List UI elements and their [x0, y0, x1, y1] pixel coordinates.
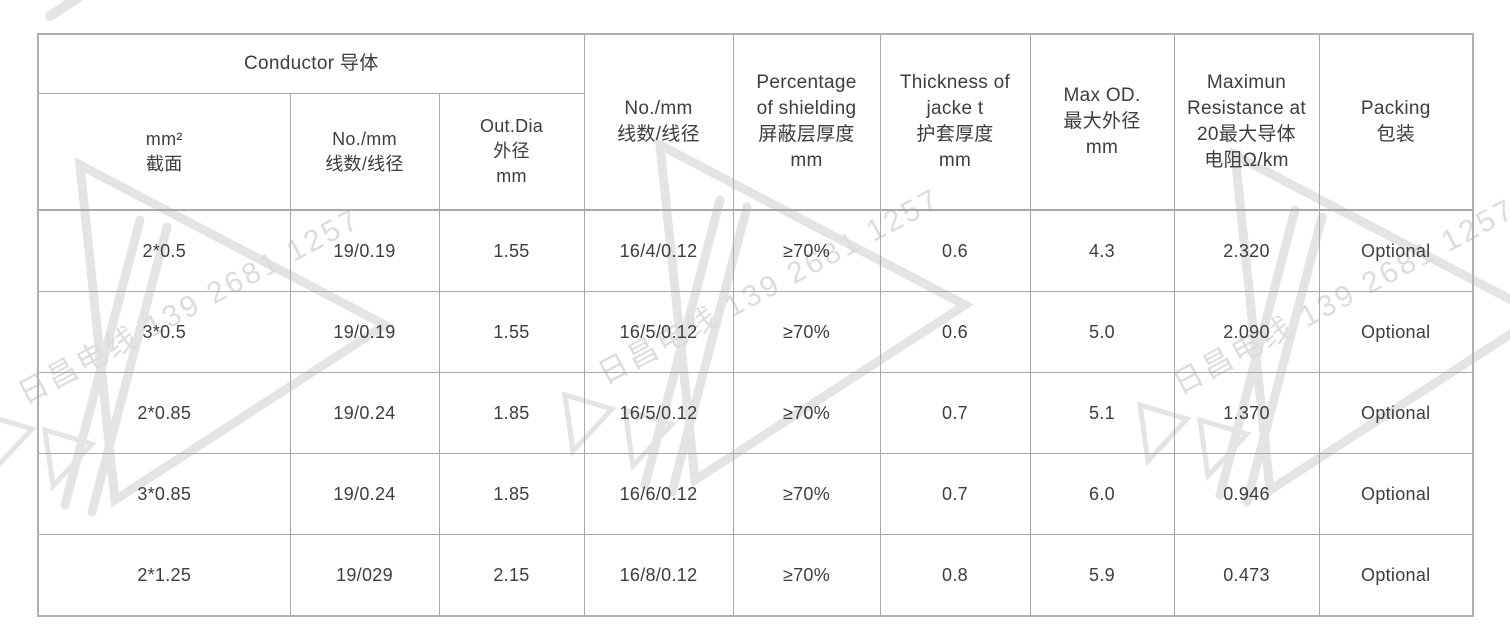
cell-shielding_pct: ≥70% — [732, 453, 881, 535]
cell-max_resistance: 1.370 — [1173, 372, 1320, 454]
cell-shield_no_mm: 16/8/0.12 — [583, 534, 734, 617]
cell-max_od: 5.9 — [1029, 534, 1175, 617]
cell-max_resistance: 2.090 — [1173, 291, 1320, 373]
table-row: 2*1.25 19/029 2.15 16/8/0.12 ≥70% 0.8 5.9 0.473… — [37, 534, 1474, 617]
cell-max_od: 5.0 — [1029, 291, 1175, 373]
cell-max_od: 6.0 — [1029, 453, 1175, 535]
cell-shielding_pct: ≥70% — [732, 372, 881, 454]
cell-out_dia: 2.15 — [438, 534, 585, 617]
cell-mm2: 3*0.5 — [37, 291, 291, 373]
cell-jacket_thickness: 0.6 — [879, 209, 1031, 292]
header-mm2: mm² 截面 — [37, 93, 291, 211]
cell-conductor_no_mm: 19/0.19 — [289, 209, 440, 292]
cell-max_resistance: 0.946 — [1173, 453, 1320, 535]
cell-shielding_pct: ≥70% — [732, 534, 881, 617]
header-packing: Packing 包装 — [1318, 33, 1474, 211]
cell-max_resistance: 0.473 — [1173, 534, 1320, 617]
cell-max_resistance: 2.320 — [1173, 209, 1320, 292]
table-row: 2*0.5 19/0.19 1.55 16/4/0.12 ≥70% 0.6 4.3 2.320… — [37, 209, 1474, 292]
cell-conductor_no_mm: 19/0.19 — [289, 291, 440, 373]
cell-jacket_thickness: 0.6 — [879, 291, 1031, 373]
header-out-dia: Out.Dia 外径 mm — [438, 93, 585, 211]
cell-conductor_no_mm: 19/0.24 — [289, 453, 440, 535]
header-jacket-thickness: Thickness of jacke t 护套厚度 mm — [879, 33, 1031, 211]
header-max-od: Max OD. 最大外径 mm — [1029, 33, 1175, 211]
cell-shield_no_mm: 16/5/0.12 — [583, 291, 734, 373]
cell-out_dia: 1.55 — [438, 291, 585, 373]
cell-mm2: 2*0.85 — [37, 372, 291, 454]
table-row: 2*0.85 19/0.24 1.85 16/5/0.12 ≥70% 0.7 5.1 1.37… — [37, 372, 1474, 454]
cell-conductor_no_mm: 19/029 — [289, 534, 440, 617]
cell-jacket_thickness: 0.7 — [879, 453, 1031, 535]
cell-conductor_no_mm: 19/0.24 — [289, 372, 440, 454]
cell-shielding_pct: ≥70% — [732, 209, 881, 292]
cell-packing: Optional — [1318, 372, 1474, 454]
cell-shield_no_mm: 16/4/0.12 — [583, 209, 734, 292]
cell-out_dia: 1.55 — [438, 209, 585, 292]
cell-packing: Optional — [1318, 291, 1474, 373]
header-conductor-no-mm: No./mm 线数/线径 — [289, 93, 440, 211]
spec-table: Conductor 导体 No./mm 线数/线径 Percentage of … — [37, 33, 1474, 617]
cell-packing: Optional — [1318, 453, 1474, 535]
table-header: Conductor 导体 No./mm 线数/线径 Percentage of … — [37, 33, 1474, 211]
cell-max_od: 4.3 — [1029, 209, 1175, 292]
cell-jacket_thickness: 0.8 — [879, 534, 1031, 617]
header-shielding-pct: Percentage of shielding 屏蔽层厚度 mm — [732, 33, 881, 211]
table-row: 3*0.5 19/0.19 1.55 16/5/0.12 ≥70% 0.6 5.0 2.090… — [37, 291, 1474, 373]
cell-mm2: 3*0.85 — [37, 453, 291, 535]
cell-jacket_thickness: 0.7 — [879, 372, 1031, 454]
cell-packing: Optional — [1318, 209, 1474, 292]
header-max-resistance: Maximun Resistance at 20最大导体 电阻Ω/km — [1173, 33, 1320, 211]
cell-packing: Optional — [1318, 534, 1474, 617]
cell-mm2: 2*0.5 — [37, 209, 291, 292]
cell-mm2: 2*1.25 — [37, 534, 291, 617]
table-row: 3*0.85 19/0.24 1.85 16/6/0.12 ≥70% 0.7 6.0 0.94… — [37, 453, 1474, 535]
table-body: 2*0.5 19/0.19 1.55 16/4/0.12 ≥70% 0.6 4.3 2.320… — [37, 209, 1474, 617]
header-shield-no-mm: No./mm 线数/线径 — [583, 33, 734, 211]
cell-shield_no_mm: 16/6/0.12 — [583, 453, 734, 535]
cell-max_od: 5.1 — [1029, 372, 1175, 454]
watermark-fragment-line — [45, 0, 84, 21]
conductor-group-header: Conductor 导体 — [37, 33, 585, 94]
header-group-row: Conductor 导体 No./mm 线数/线径 Percentage of … — [37, 33, 1474, 211]
cell-shielding_pct: ≥70% — [732, 291, 881, 373]
cell-out_dia: 1.85 — [438, 453, 585, 535]
cell-out_dia: 1.85 — [438, 372, 585, 454]
header-sub-row: mm² 截面 No./mm 线数/线径 Out.Dia 外径 mm — [37, 93, 1473, 211]
cell-shield_no_mm: 16/5/0.12 — [583, 372, 734, 454]
watermark-small-triangle-icon — [0, 416, 37, 468]
